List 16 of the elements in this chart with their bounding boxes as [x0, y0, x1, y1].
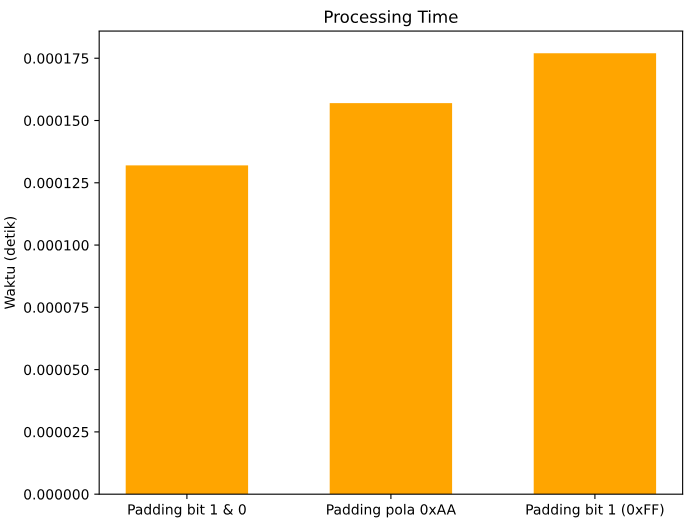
bar — [534, 53, 656, 494]
x-tick-label: Padding bit 1 (0xFF) — [526, 504, 664, 518]
bar — [126, 165, 248, 494]
y-tick-label: 0.000050 — [24, 364, 89, 376]
x-tick-label: Padding bit 1 & 0 — [128, 504, 246, 518]
x-tick-label: Padding pola 0xAA — [327, 504, 456, 518]
y-tick-label: 0.000075 — [24, 302, 88, 313]
y-tick-label: 0.000125 — [24, 178, 88, 188]
chart-title: Processing Time — [325, 10, 458, 26]
y-tick-label: 0.000025 — [24, 426, 88, 438]
y-tick-label: 0.000100 — [24, 240, 89, 251]
bar — [330, 103, 452, 494]
y-tick-label: 0.000175 — [24, 53, 88, 64]
y-axis-title: Waktu (detik) — [4, 217, 17, 309]
y-tick-label: 0.000000 — [24, 489, 89, 500]
y-tick-label: 0.000150 — [24, 115, 89, 126]
